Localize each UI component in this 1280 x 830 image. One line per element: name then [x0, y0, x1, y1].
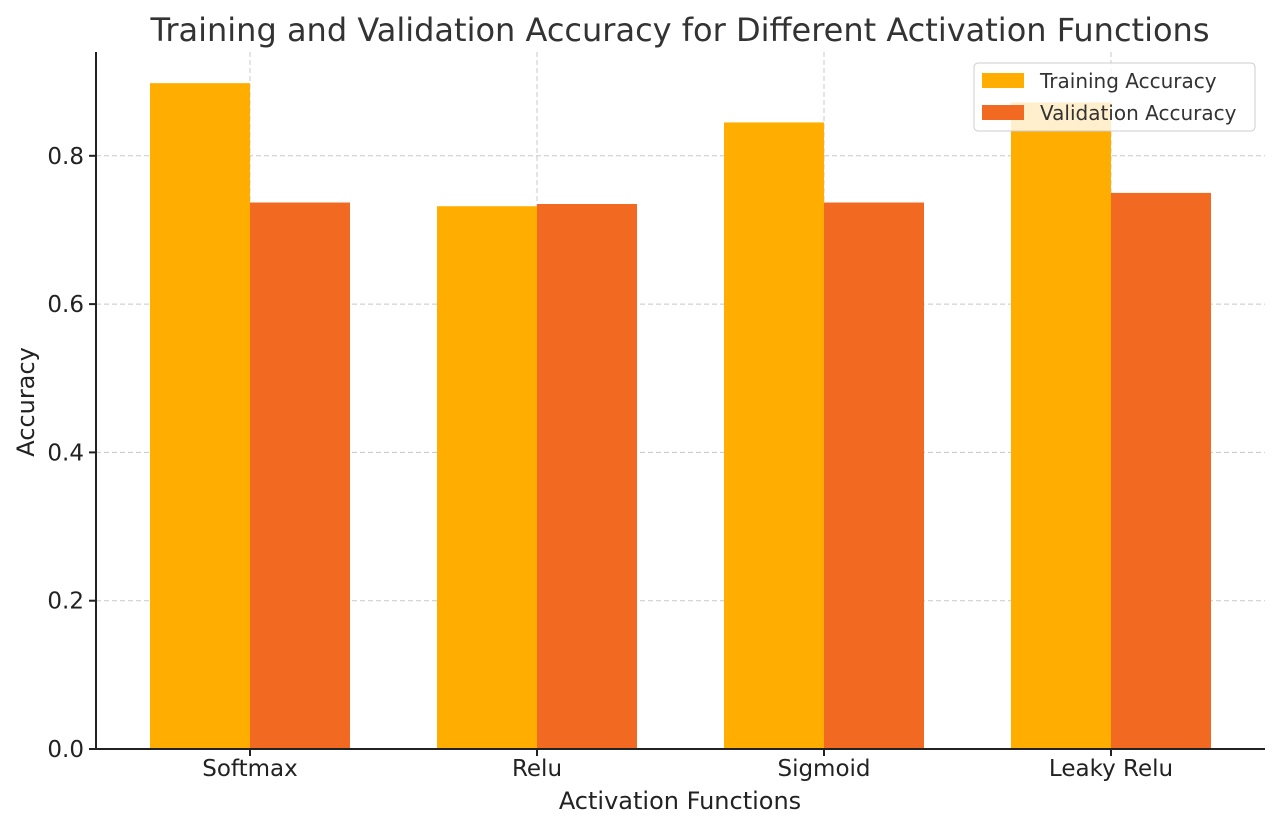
y-tick-label: 0.6 — [47, 292, 84, 318]
x-axis-label: Activation Functions — [559, 787, 801, 815]
bar-training-relu — [437, 206, 537, 749]
y-tick-label: 0.8 — [47, 144, 84, 170]
x-tick-label: Relu — [512, 756, 562, 782]
x-tick-label: Sigmoid — [777, 756, 870, 782]
legend: Training Accuracy Validation Accuracy — [973, 62, 1256, 132]
y-tick-label: 0.0 — [47, 737, 84, 763]
bar-validation-leaky-relu — [1111, 192, 1211, 749]
legend-label: Training Accuracy — [1039, 69, 1217, 93]
bar-validation-sigmoid — [824, 202, 924, 749]
axes — [95, 52, 1265, 750]
legend-label: Validation Accuracy — [1040, 101, 1237, 125]
bar-validation-softmax — [250, 202, 350, 749]
y-tick-label: 0.2 — [47, 589, 84, 615]
legend-swatch — [982, 73, 1024, 88]
legend-frame — [973, 62, 1256, 132]
chart-title: Training and Validation Accuracy for Dif… — [150, 11, 1210, 49]
bar-training-sigmoid — [724, 122, 824, 750]
bar-validation-relu — [537, 204, 637, 750]
x-tick-label: Leaky Relu — [1049, 756, 1173, 782]
x-tick-label: Softmax — [202, 756, 298, 782]
bar-training-leaky-relu — [1011, 102, 1111, 750]
bars — [150, 83, 1211, 750]
x-tick-labels: Softmax Relu Sigmoid Leaky Relu — [202, 749, 1173, 782]
legend-swatch — [982, 105, 1024, 120]
y-tick-label: 0.4 — [47, 440, 84, 466]
bar-training-softmax — [150, 83, 250, 749]
y-tick-labels: 0.0 0.2 0.4 0.6 0.8 — [47, 144, 96, 763]
y-axis-label: Accuracy — [12, 347, 40, 457]
